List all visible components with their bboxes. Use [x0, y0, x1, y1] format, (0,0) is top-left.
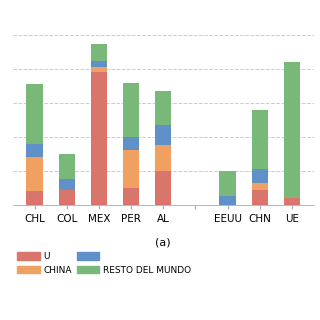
Bar [155, 171, 171, 205]
Bar [155, 145, 171, 171]
Bar [27, 157, 43, 191]
Bar [123, 83, 139, 137]
Bar [123, 188, 139, 205]
Bar [220, 196, 236, 205]
Bar [59, 154, 75, 179]
Bar [252, 189, 268, 205]
Bar [220, 171, 236, 196]
Bar [91, 72, 107, 205]
Text: (a): (a) [156, 237, 171, 247]
Bar [27, 144, 43, 157]
Bar [27, 84, 43, 144]
Bar [91, 67, 107, 72]
Bar [284, 62, 300, 198]
Bar [123, 150, 139, 188]
Bar [59, 189, 75, 205]
Bar [91, 44, 107, 60]
Bar [252, 110, 268, 169]
Bar [123, 137, 139, 150]
Bar [252, 169, 268, 183]
Legend: U, CHINA, , RESTO DEL MUNDO: U, CHINA, , RESTO DEL MUNDO [17, 252, 191, 275]
Bar [155, 125, 171, 145]
Bar [155, 91, 171, 125]
Bar [284, 198, 300, 205]
Bar [252, 183, 268, 189]
Bar [91, 60, 107, 67]
Bar [59, 179, 75, 189]
Bar [27, 191, 43, 205]
